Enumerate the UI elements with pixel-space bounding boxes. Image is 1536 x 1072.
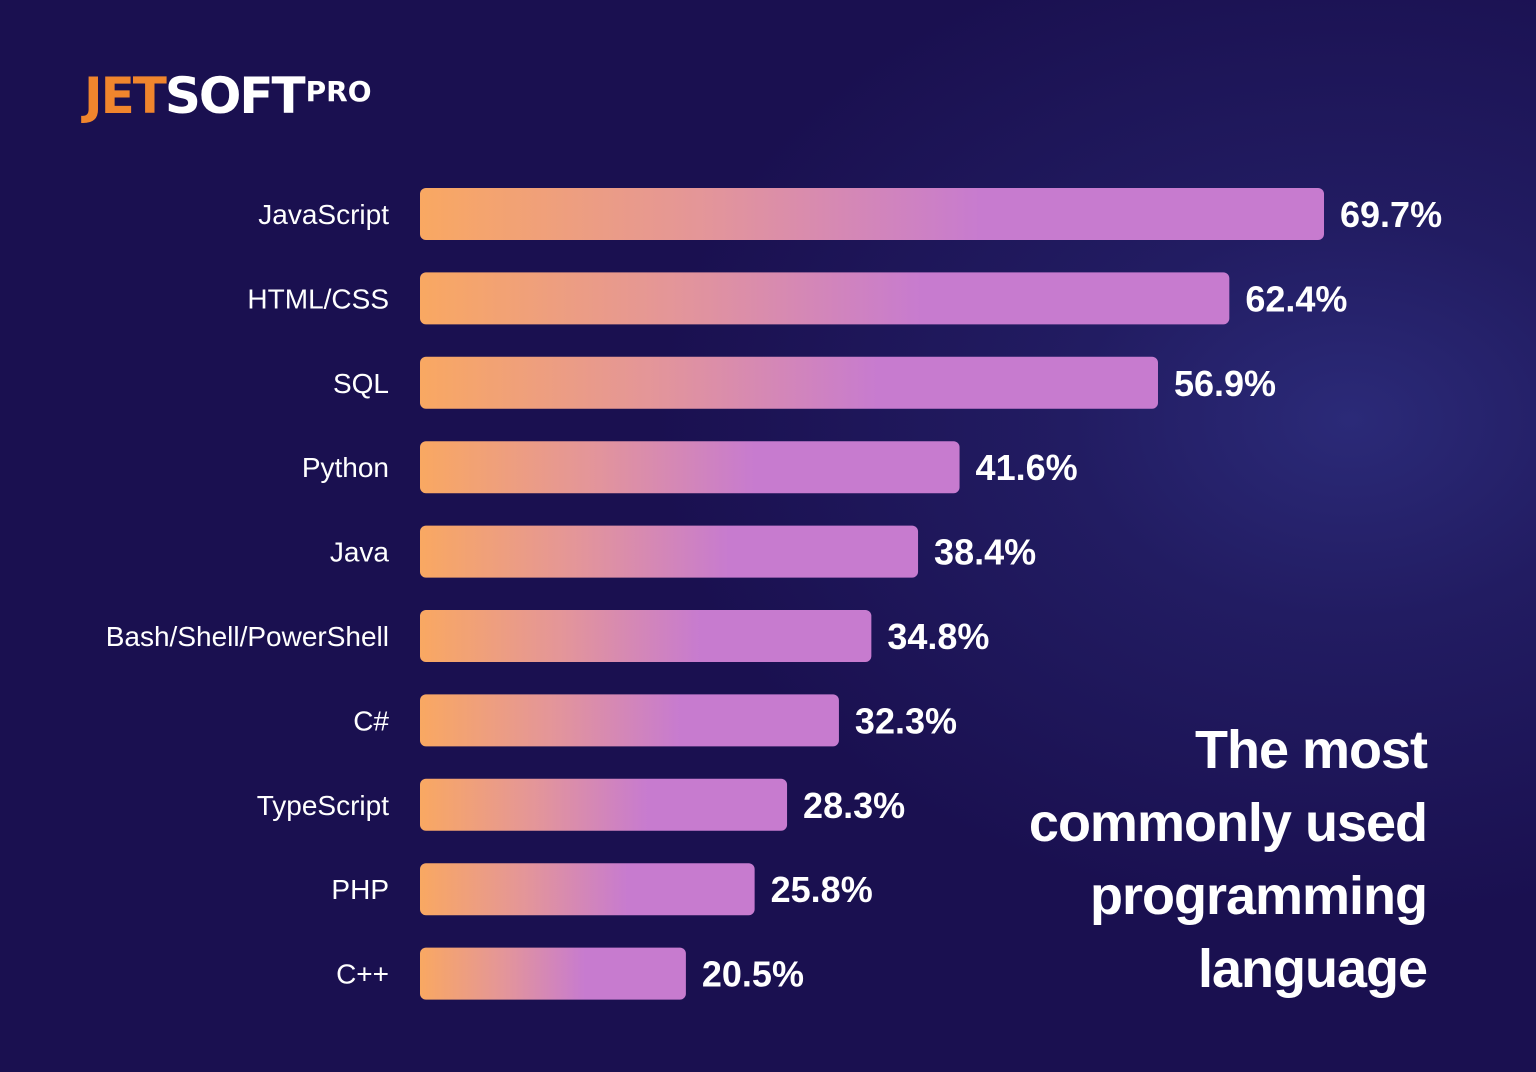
value-label: 41.6% xyxy=(976,447,1078,488)
title-line: programming xyxy=(1089,866,1428,926)
category-label: Java xyxy=(330,537,390,568)
bar xyxy=(420,525,919,578)
bar xyxy=(420,272,1230,325)
category-label: Python xyxy=(302,452,389,483)
value-label: 32.3% xyxy=(855,700,957,741)
logo-soft: SOFT xyxy=(164,67,306,125)
bar xyxy=(420,863,755,916)
value-label: 28.3% xyxy=(803,785,905,826)
jetsoftpro-logo: JETSOFTPRO xyxy=(84,66,372,126)
value-label: 25.8% xyxy=(771,869,873,910)
bar xyxy=(420,947,686,1000)
value-label: 69.7% xyxy=(1340,194,1442,235)
category-label: Bash/Shell/PowerShell xyxy=(106,621,389,652)
bar xyxy=(420,441,960,494)
category-label: PHP xyxy=(331,874,389,905)
bar xyxy=(420,694,839,747)
bar xyxy=(420,188,1325,240)
category-label: JavaScript xyxy=(258,199,389,230)
value-label: 38.4% xyxy=(934,532,1036,573)
category-label: SQL xyxy=(333,368,389,399)
category-label: C++ xyxy=(336,959,389,990)
bar xyxy=(420,356,1158,409)
title-line: commonly used xyxy=(1028,793,1428,853)
bar xyxy=(420,778,788,831)
bar xyxy=(420,610,872,662)
logo-jet: JET xyxy=(84,67,167,125)
title-line: language xyxy=(1197,939,1428,999)
value-label: 56.9% xyxy=(1174,363,1276,404)
logo-pro: PRO xyxy=(305,75,372,108)
chart-title: The most commonly used programming langu… xyxy=(1028,714,1428,1006)
value-label: 20.5% xyxy=(702,954,804,995)
value-label: 62.4% xyxy=(1245,278,1347,319)
value-label: 34.8% xyxy=(887,616,989,657)
category-label: TypeScript xyxy=(257,790,389,821)
title-line: The most xyxy=(1194,720,1428,780)
category-label: HTML/CSS xyxy=(247,283,389,314)
category-label: C# xyxy=(353,705,389,736)
